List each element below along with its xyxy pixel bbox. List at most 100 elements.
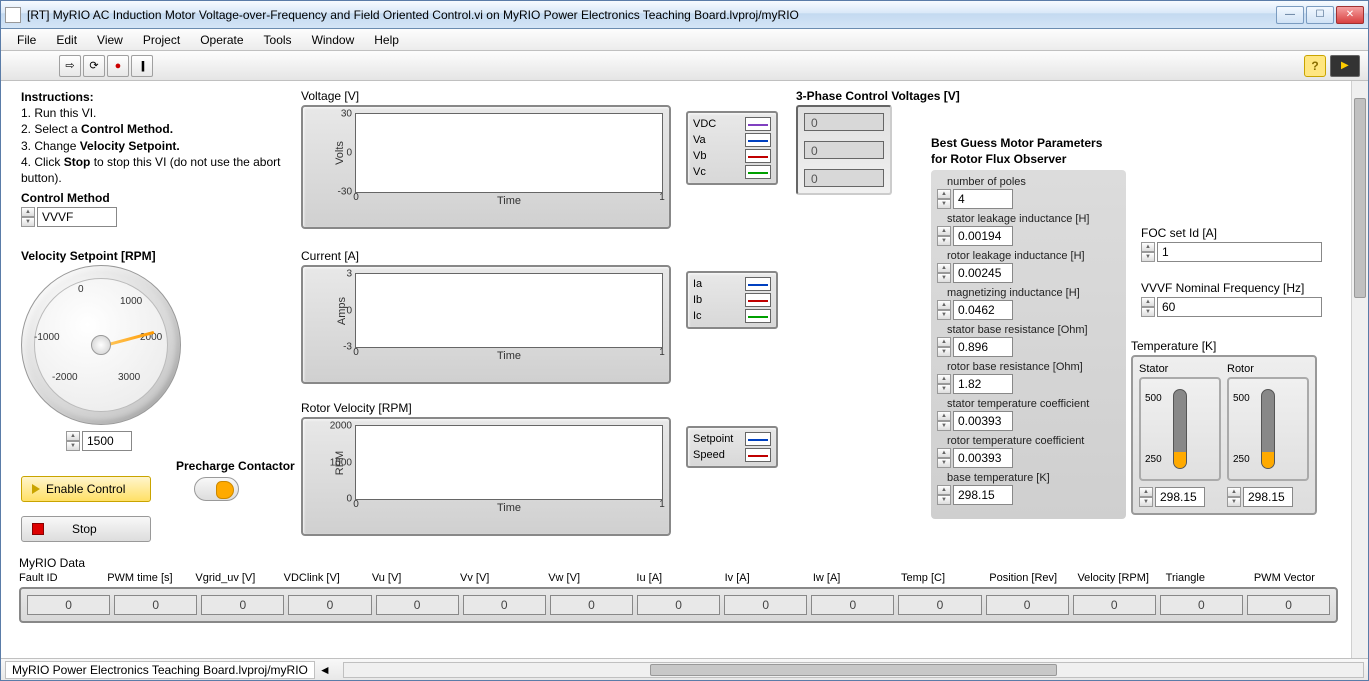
param-spinner[interactable]: ▲▼ xyxy=(937,263,951,283)
data-col-label: Iw [A] xyxy=(813,572,897,584)
param-spinner[interactable]: ▲▼ xyxy=(937,411,951,431)
param-label: magnetizing inductance [H] xyxy=(937,287,1120,299)
data-col-label: Temp [C] xyxy=(901,572,985,584)
param-spinner[interactable]: ▲▼ xyxy=(937,337,951,357)
param-row: stator leakage inductance [H]▲▼ xyxy=(937,213,1120,246)
titlebar: [RT] MyRIO AC Induction Motor Voltage-ov… xyxy=(1,1,1368,29)
phase-v2: 0 xyxy=(804,141,884,159)
param-label: rotor base resistance [Ohm] xyxy=(937,361,1120,373)
pause-button[interactable]: || xyxy=(131,55,153,77)
maximize-button[interactable]: ☐ xyxy=(1306,6,1334,24)
menu-file[interactable]: File xyxy=(9,31,44,49)
temperature-cluster: Stator 500 250 ▲▼ Rotor xyxy=(1131,355,1317,515)
param-row: stator temperature coefficient▲▼ xyxy=(937,398,1120,431)
minimize-button[interactable]: — xyxy=(1276,6,1304,24)
data-col-label: Position [Rev] xyxy=(989,572,1073,584)
voltage-chart-title: Voltage [V] xyxy=(301,89,671,103)
rpm-legend: Setpoint Speed xyxy=(686,426,778,468)
menu-view[interactable]: View xyxy=(89,31,131,49)
params-title2: for Rotor Flux Observer xyxy=(931,152,1126,166)
param-input[interactable] xyxy=(958,451,1008,465)
three-phase-title: 3-Phase Control Voltages [V] xyxy=(796,89,960,103)
menu-tools[interactable]: Tools xyxy=(256,31,300,49)
param-spinner[interactable]: ▲▼ xyxy=(937,300,951,320)
run-button[interactable]: ⇨ xyxy=(59,55,81,77)
vertical-scrollbar[interactable] xyxy=(1351,81,1368,658)
foc-id-spinner[interactable]: ▲▼ xyxy=(1141,242,1155,262)
play-icon xyxy=(32,484,40,494)
param-input[interactable] xyxy=(958,229,1008,243)
param-spinner[interactable]: ▲▼ xyxy=(937,448,951,468)
foc-id-label: FOC set Id [A] xyxy=(1141,226,1322,240)
param-spinner[interactable]: ▲▼ xyxy=(937,485,951,505)
data-value: 0 xyxy=(1247,595,1330,615)
abort-button[interactable]: ● xyxy=(107,55,129,77)
param-input[interactable] xyxy=(958,340,1008,354)
stator-temp-input[interactable] xyxy=(1160,490,1200,504)
data-col-label: Iu [A] xyxy=(636,572,720,584)
data-value: 0 xyxy=(637,595,720,615)
data-value: 0 xyxy=(986,595,1069,615)
menu-edit[interactable]: Edit xyxy=(48,31,85,49)
rotor-temp-spinner[interactable]: ▲▼ xyxy=(1227,487,1241,507)
velocity-spinner[interactable]: ▲▼ xyxy=(66,431,80,451)
horizontal-scrollbar[interactable] xyxy=(343,662,1364,678)
data-value: 0 xyxy=(463,595,546,615)
close-button[interactable]: ✕ xyxy=(1336,6,1364,24)
data-col-label: Velocity [RPM] xyxy=(1077,572,1161,584)
param-label: stator base resistance [Ohm] xyxy=(937,324,1120,336)
param-spinner[interactable]: ▲▼ xyxy=(937,226,951,246)
path-arrow-icon[interactable]: ◄ xyxy=(315,663,335,677)
voltage-legend: VDC Va Vb Vc xyxy=(686,111,778,185)
param-input[interactable] xyxy=(958,192,1008,206)
rotor-temp-input[interactable] xyxy=(1248,490,1288,504)
param-label: base temperature [K] xyxy=(937,472,1120,484)
data-value: 0 xyxy=(1160,595,1243,615)
run-continuous-button[interactable]: ⟳ xyxy=(83,55,105,77)
param-input[interactable] xyxy=(958,414,1008,428)
rpm-chart-title: Rotor Velocity [RPM] xyxy=(301,401,671,415)
control-method-input[interactable] xyxy=(42,210,112,224)
param-spinner[interactable]: ▲▼ xyxy=(937,189,951,209)
menu-operate[interactable]: Operate xyxy=(192,31,251,49)
param-input[interactable] xyxy=(958,377,1008,391)
control-method-spinner[interactable]: ▲▼ xyxy=(21,207,35,227)
stop-button[interactable]: Stop xyxy=(21,516,151,542)
foc-id-input[interactable] xyxy=(1162,245,1317,259)
velocity-dial[interactable]: 0 1000 2000 3000 -1000 -2000 xyxy=(21,265,181,425)
param-input[interactable] xyxy=(958,303,1008,317)
vvvf-freq-spinner[interactable]: ▲▼ xyxy=(1141,297,1155,317)
data-col-label: Vgrid_uv [V] xyxy=(195,572,279,584)
app-icon xyxy=(5,7,21,23)
param-label: rotor leakage inductance [H] xyxy=(937,250,1120,262)
toolbar: ⇨ ⟳ ● || ? xyxy=(1,51,1368,81)
menu-project[interactable]: Project xyxy=(135,31,188,49)
statusbar: MyRIO Power Electronics Teaching Board.l… xyxy=(1,658,1368,680)
precharge-toggle[interactable] xyxy=(194,477,239,501)
phase-v1: 0 xyxy=(804,113,884,131)
instr-line1: 1. Run this VI. xyxy=(21,105,281,121)
param-label: number of poles xyxy=(937,176,1120,188)
stator-temp-spinner[interactable]: ▲▼ xyxy=(1139,487,1153,507)
help-icon[interactable]: ? xyxy=(1304,55,1326,77)
data-col-label: PWM Vector xyxy=(1254,572,1338,584)
vvvf-freq-input[interactable] xyxy=(1162,300,1317,314)
velocity-setpoint-label: Velocity Setpoint [RPM] xyxy=(21,249,181,263)
param-input[interactable] xyxy=(958,488,1008,502)
menu-help[interactable]: Help xyxy=(366,31,407,49)
enable-control-button[interactable]: Enable Control xyxy=(21,476,151,502)
stop-icon xyxy=(32,523,44,535)
myrio-data-title: MyRIO Data xyxy=(19,556,1338,570)
current-chart-title: Current [A] xyxy=(301,249,671,263)
data-value: 0 xyxy=(898,595,981,615)
velocity-setpoint-section: Velocity Setpoint [RPM] 0 1000 2000 3000… xyxy=(21,249,181,451)
menu-window[interactable]: Window xyxy=(304,31,363,49)
precharge-label: Precharge Contactor xyxy=(176,459,295,473)
data-col-label: Triangle xyxy=(1166,572,1250,584)
velocity-input[interactable] xyxy=(87,434,127,448)
param-spinner[interactable]: ▲▼ xyxy=(937,374,951,394)
stator-thermometer: 500 250 xyxy=(1139,377,1221,481)
data-col-label: Iv [A] xyxy=(725,572,809,584)
highlight-icon[interactable] xyxy=(1330,55,1360,77)
param-input[interactable] xyxy=(958,266,1008,280)
